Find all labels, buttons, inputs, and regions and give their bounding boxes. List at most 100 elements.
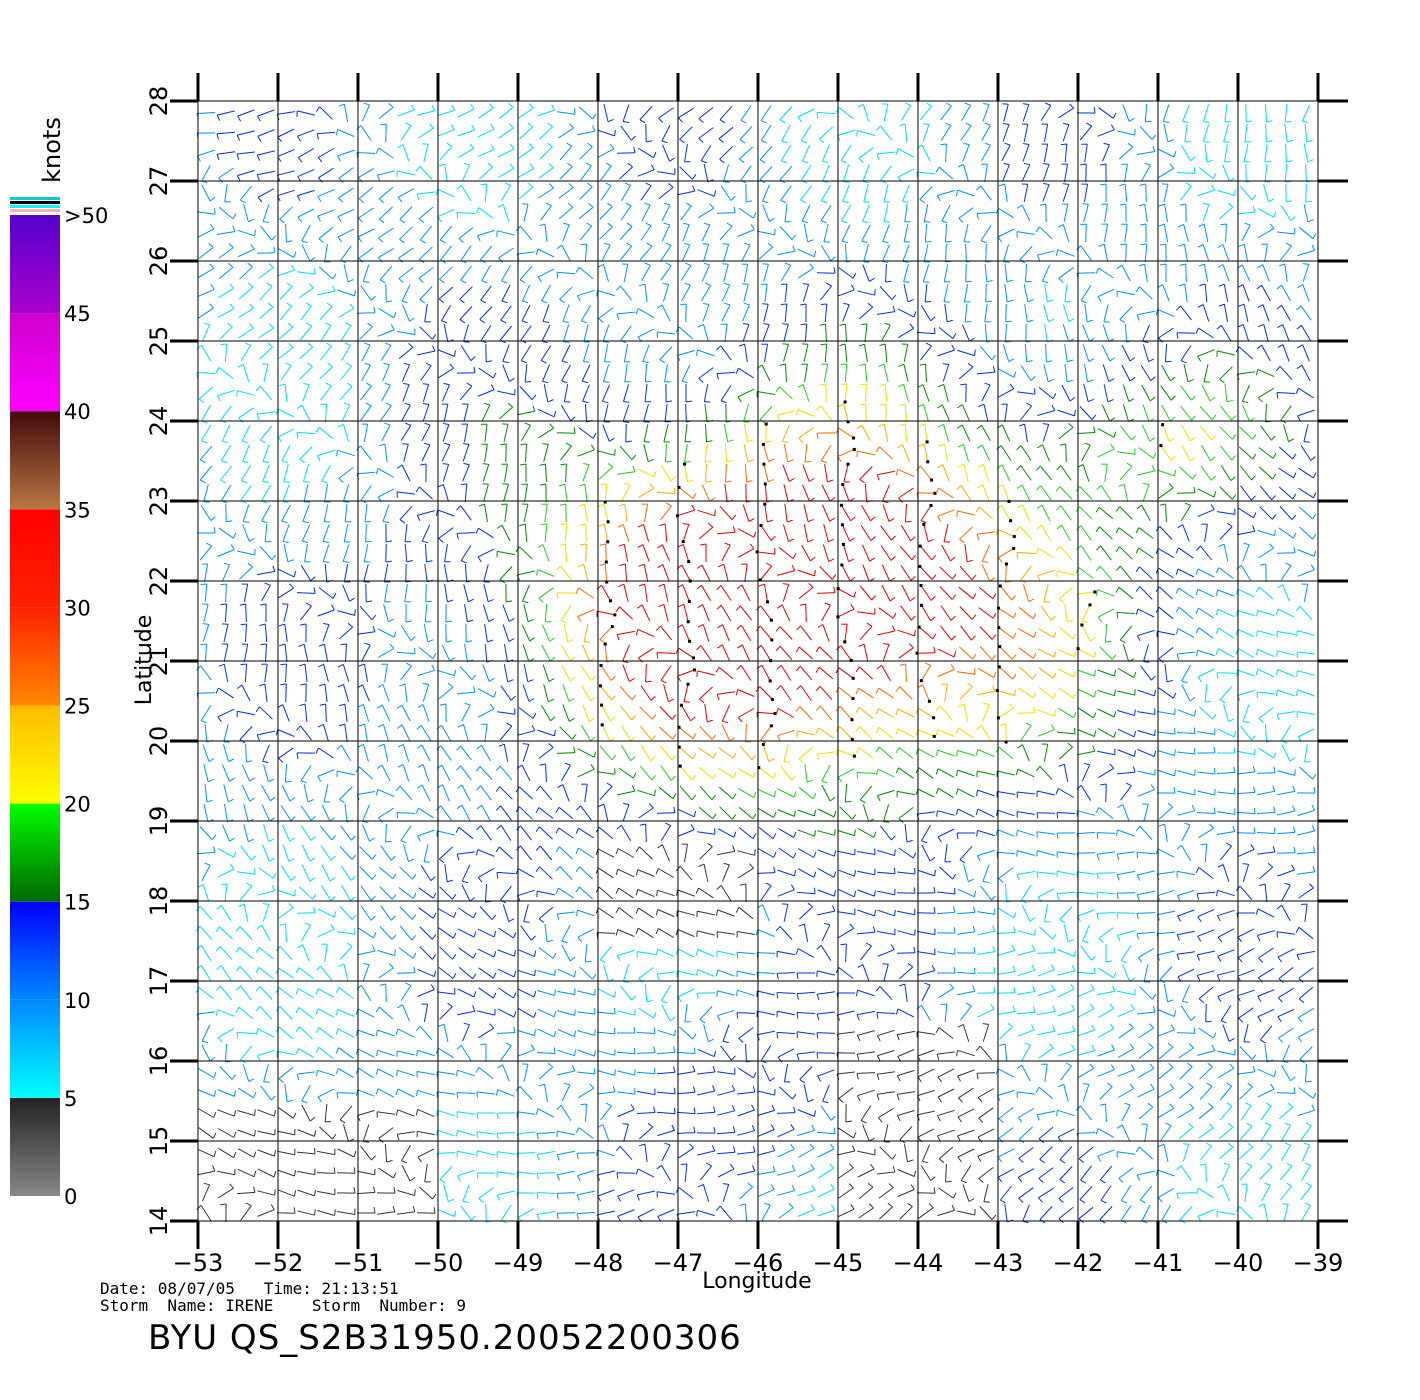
wind-barb-shaft — [1138, 1106, 1154, 1120]
wind-barb-feather — [325, 1121, 332, 1123]
wind-barb — [916, 811, 935, 820]
wind-barb — [1256, 930, 1275, 942]
wind-barb-shaft — [897, 1008, 915, 1018]
wind-barb — [655, 868, 675, 878]
wind-barb-feather — [615, 887, 619, 894]
wind-barb — [477, 703, 495, 718]
wind-barb — [1156, 910, 1175, 921]
wind-barb-feather — [527, 679, 534, 683]
rain-flag — [770, 638, 774, 642]
wind-barb — [245, 743, 253, 763]
wind-barb — [736, 931, 755, 938]
wind-barb — [1200, 1142, 1212, 1161]
wind-barb — [555, 827, 574, 839]
wind-barb-shaft — [1237, 750, 1255, 756]
wind-barb-feather — [576, 805, 581, 811]
wind-barb-shaft — [817, 808, 835, 818]
wind-barb-shaft — [1099, 1086, 1113, 1100]
wind-barb — [1120, 945, 1132, 964]
wind-barb-shaft — [921, 824, 931, 842]
wind-barb — [538, 743, 554, 759]
wind-barb — [896, 887, 916, 894]
wind-barb — [721, 704, 731, 724]
wind-barb-feather — [891, 835, 896, 841]
wind-barb — [517, 725, 536, 736]
wind-barb — [977, 1128, 995, 1143]
wind-barb-feather — [1304, 1202, 1311, 1206]
wind-barb-shaft — [239, 965, 253, 981]
wind-barb-shaft — [536, 1172, 556, 1174]
wind-barb-shaft — [237, 1110, 255, 1116]
wind-barb-shaft — [698, 806, 714, 820]
wind-barb — [660, 765, 676, 781]
wind-barb — [241, 643, 249, 662]
wind-barb — [1059, 906, 1073, 924]
wind-barb-shaft — [856, 931, 876, 935]
wind-barb-shaft — [337, 1211, 355, 1215]
wind-barb — [1163, 984, 1174, 1003]
wind-barb-shaft — [803, 1084, 809, 1102]
wind-barb-shaft — [545, 763, 547, 783]
wind-barb — [797, 1164, 815, 1178]
wind-barb — [656, 1107, 676, 1115]
wind-barb-shaft — [241, 684, 251, 702]
wind-barb-feather — [1305, 1122, 1312, 1127]
wind-barb-feather — [1206, 1082, 1213, 1087]
wind-barb — [1300, 1162, 1312, 1181]
wind-barb-shaft — [897, 1069, 915, 1077]
wind-barb — [303, 784, 314, 803]
wind-barb-feather — [211, 834, 217, 840]
wind-barb-shaft — [536, 1192, 556, 1194]
wind-barb — [977, 945, 996, 955]
wind-barb — [1278, 1102, 1294, 1120]
wind-barb-shaft — [301, 1104, 311, 1122]
wind-barb-shaft — [517, 868, 535, 878]
wind-barb — [476, 1150, 495, 1157]
wind-barb-shaft — [817, 970, 835, 976]
wind-barb-feather — [493, 930, 497, 938]
wind-barb — [362, 804, 370, 824]
wind-barb — [495, 786, 513, 800]
wind-barb-feather — [233, 851, 237, 858]
wind-barb-shaft — [1059, 906, 1073, 920]
wind-barb-feather — [975, 749, 979, 756]
wind-barb-shaft — [977, 1088, 995, 1098]
wind-barb — [856, 926, 876, 935]
wind-barb-shaft — [716, 1151, 736, 1155]
wind-barb-feather — [1109, 1003, 1115, 1009]
wind-barb — [1278, 1027, 1294, 1043]
wind-barb — [915, 767, 934, 779]
wind-barb-shaft — [857, 851, 875, 855]
wind-barb — [816, 705, 832, 721]
wind-barb-shaft — [417, 989, 435, 997]
wind-barb-shaft — [596, 932, 616, 934]
wind-barb-shaft — [819, 685, 833, 701]
wind-barb-shaft — [938, 1187, 954, 1199]
wind-barb — [696, 992, 716, 1000]
wind-barb-feather — [446, 640, 453, 643]
wind-barb — [359, 866, 377, 880]
wind-barb-feather — [806, 779, 814, 783]
wind-barb — [336, 1167, 356, 1174]
wind-barb-shaft — [1097, 708, 1115, 718]
wind-barb-feather — [1188, 1083, 1194, 1088]
wind-barb-feather — [254, 1109, 256, 1116]
wind-barb-shaft — [1297, 809, 1315, 817]
wind-barb-feather — [776, 665, 782, 670]
wind-barb-feather — [296, 752, 299, 759]
wind-barb — [355, 1067, 374, 1079]
wind-barb — [1077, 984, 1095, 998]
wind-barb-shaft — [537, 970, 555, 976]
wind-barb — [1157, 1083, 1175, 1098]
wind-barb — [296, 752, 316, 759]
wind-barb — [1141, 1123, 1148, 1142]
wind-barb — [638, 1122, 654, 1140]
wind-barb — [957, 1023, 970, 1042]
wind-barb — [358, 723, 368, 742]
wind-barb-shaft — [322, 724, 330, 742]
wind-barb — [420, 865, 436, 881]
wind-barb — [437, 669, 456, 677]
wind-barb-feather — [1109, 1023, 1115, 1029]
wind-barb-shaft — [736, 1012, 756, 1014]
wind-barb-feather — [855, 688, 859, 694]
